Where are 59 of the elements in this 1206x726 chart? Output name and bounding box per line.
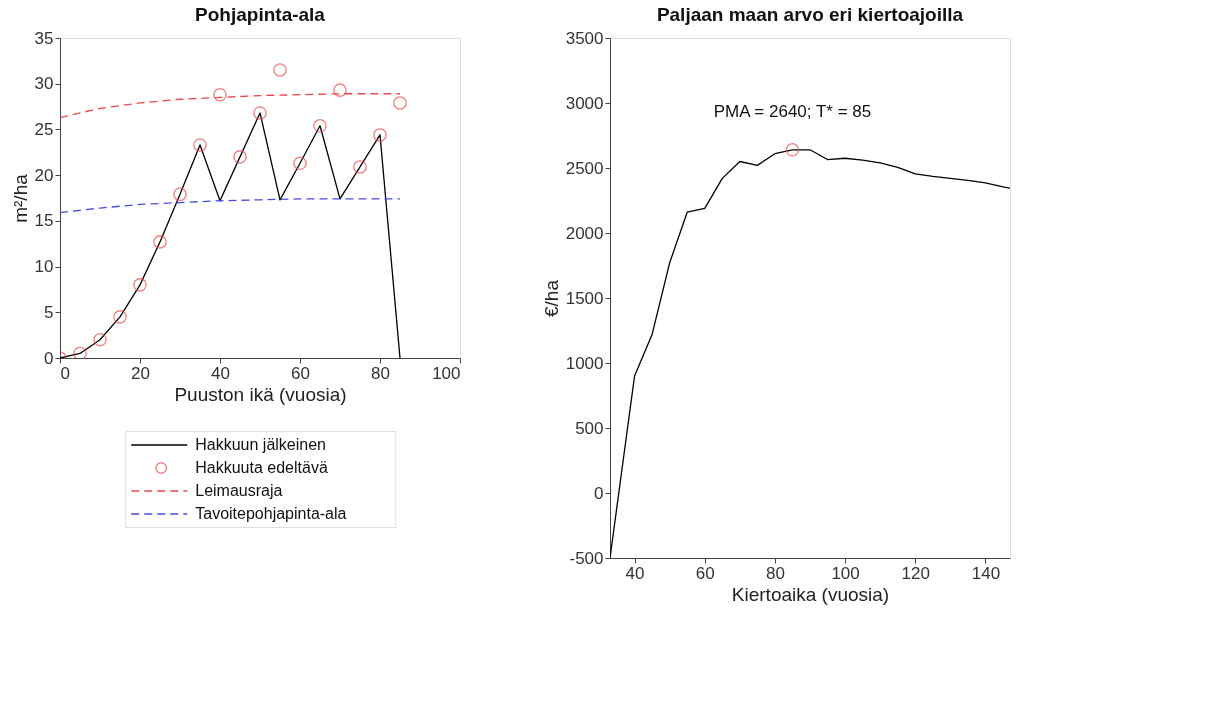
point	[253, 106, 267, 120]
y-tick-label: 10	[34, 257, 54, 277]
point	[133, 278, 147, 292]
x-tick-label: 40	[211, 363, 230, 383]
x-tick-label: 0	[60, 363, 70, 383]
x-tick-label: 120	[901, 563, 930, 583]
x-tick-label: 60	[291, 363, 310, 383]
point	[73, 346, 87, 358]
x-tick-label: 140	[971, 563, 1001, 583]
y-tick-label: 35	[34, 28, 54, 48]
point	[233, 150, 247, 164]
legend-label: Tavoitepohjapinta-ala	[195, 505, 347, 522]
point	[213, 87, 227, 102]
point	[313, 119, 327, 133]
y-tick-label: 3000	[565, 93, 604, 113]
legend-label: Hakkuuta edeltävä	[195, 459, 328, 476]
y-tick-label: 0	[44, 348, 54, 368]
y-tick-label: 3500	[565, 28, 604, 48]
y-tick-label: 30	[34, 74, 54, 94]
point	[293, 156, 307, 171]
y-axis-title: €/ha	[540, 279, 562, 317]
y-tick-label: 25	[34, 119, 54, 139]
x-axis-title: Puuston ikä (vuosia)	[174, 383, 347, 405]
point	[353, 160, 367, 174]
y-tick-label: 0	[594, 483, 604, 503]
y-tick-label: 2500	[565, 158, 604, 178]
x-tick-label: 20	[131, 363, 150, 383]
chart-title: Pohjapinta-ala	[195, 4, 326, 25]
point	[153, 235, 167, 249]
legend-label: Hakkuun jälkeinen	[195, 436, 326, 453]
y-tick-label: 1000	[565, 353, 604, 373]
legend-label: Leimausraja	[195, 482, 283, 499]
annotation: PMA = 2640; T* = 85	[713, 101, 872, 121]
x-axis-title: Kiertoaika (vuosia)	[731, 583, 890, 605]
x-tick-label: 40	[625, 563, 645, 583]
y-tick-label: 2000	[565, 223, 604, 243]
point	[93, 332, 107, 347]
y-tick-label: 1500	[565, 288, 604, 308]
x-tick-label: 60	[695, 563, 715, 583]
point	[273, 63, 287, 77]
point	[193, 138, 207, 152]
x-tick-label: 80	[371, 363, 390, 383]
point	[393, 96, 407, 110]
point	[333, 83, 347, 97]
y-axis-title: m²/ha	[9, 173, 31, 223]
point	[113, 310, 127, 324]
y-tick-label: 5	[44, 302, 54, 322]
y-tick-label: 20	[34, 165, 54, 185]
y-tick-label: 15	[34, 211, 54, 231]
x-tick-label: 100	[831, 563, 860, 583]
x-tick-label: 80	[765, 563, 785, 583]
x-tick-label: 100	[432, 363, 461, 383]
line-series	[60, 198, 401, 214]
point	[173, 187, 187, 202]
y-tick-label: 500	[575, 418, 604, 438]
y-tick-label: -500	[569, 548, 604, 568]
point	[373, 128, 387, 142]
chart-title: Paljaan maan arvo eri kiertoajoilla	[656, 4, 964, 25]
line-series	[60, 112, 401, 358]
